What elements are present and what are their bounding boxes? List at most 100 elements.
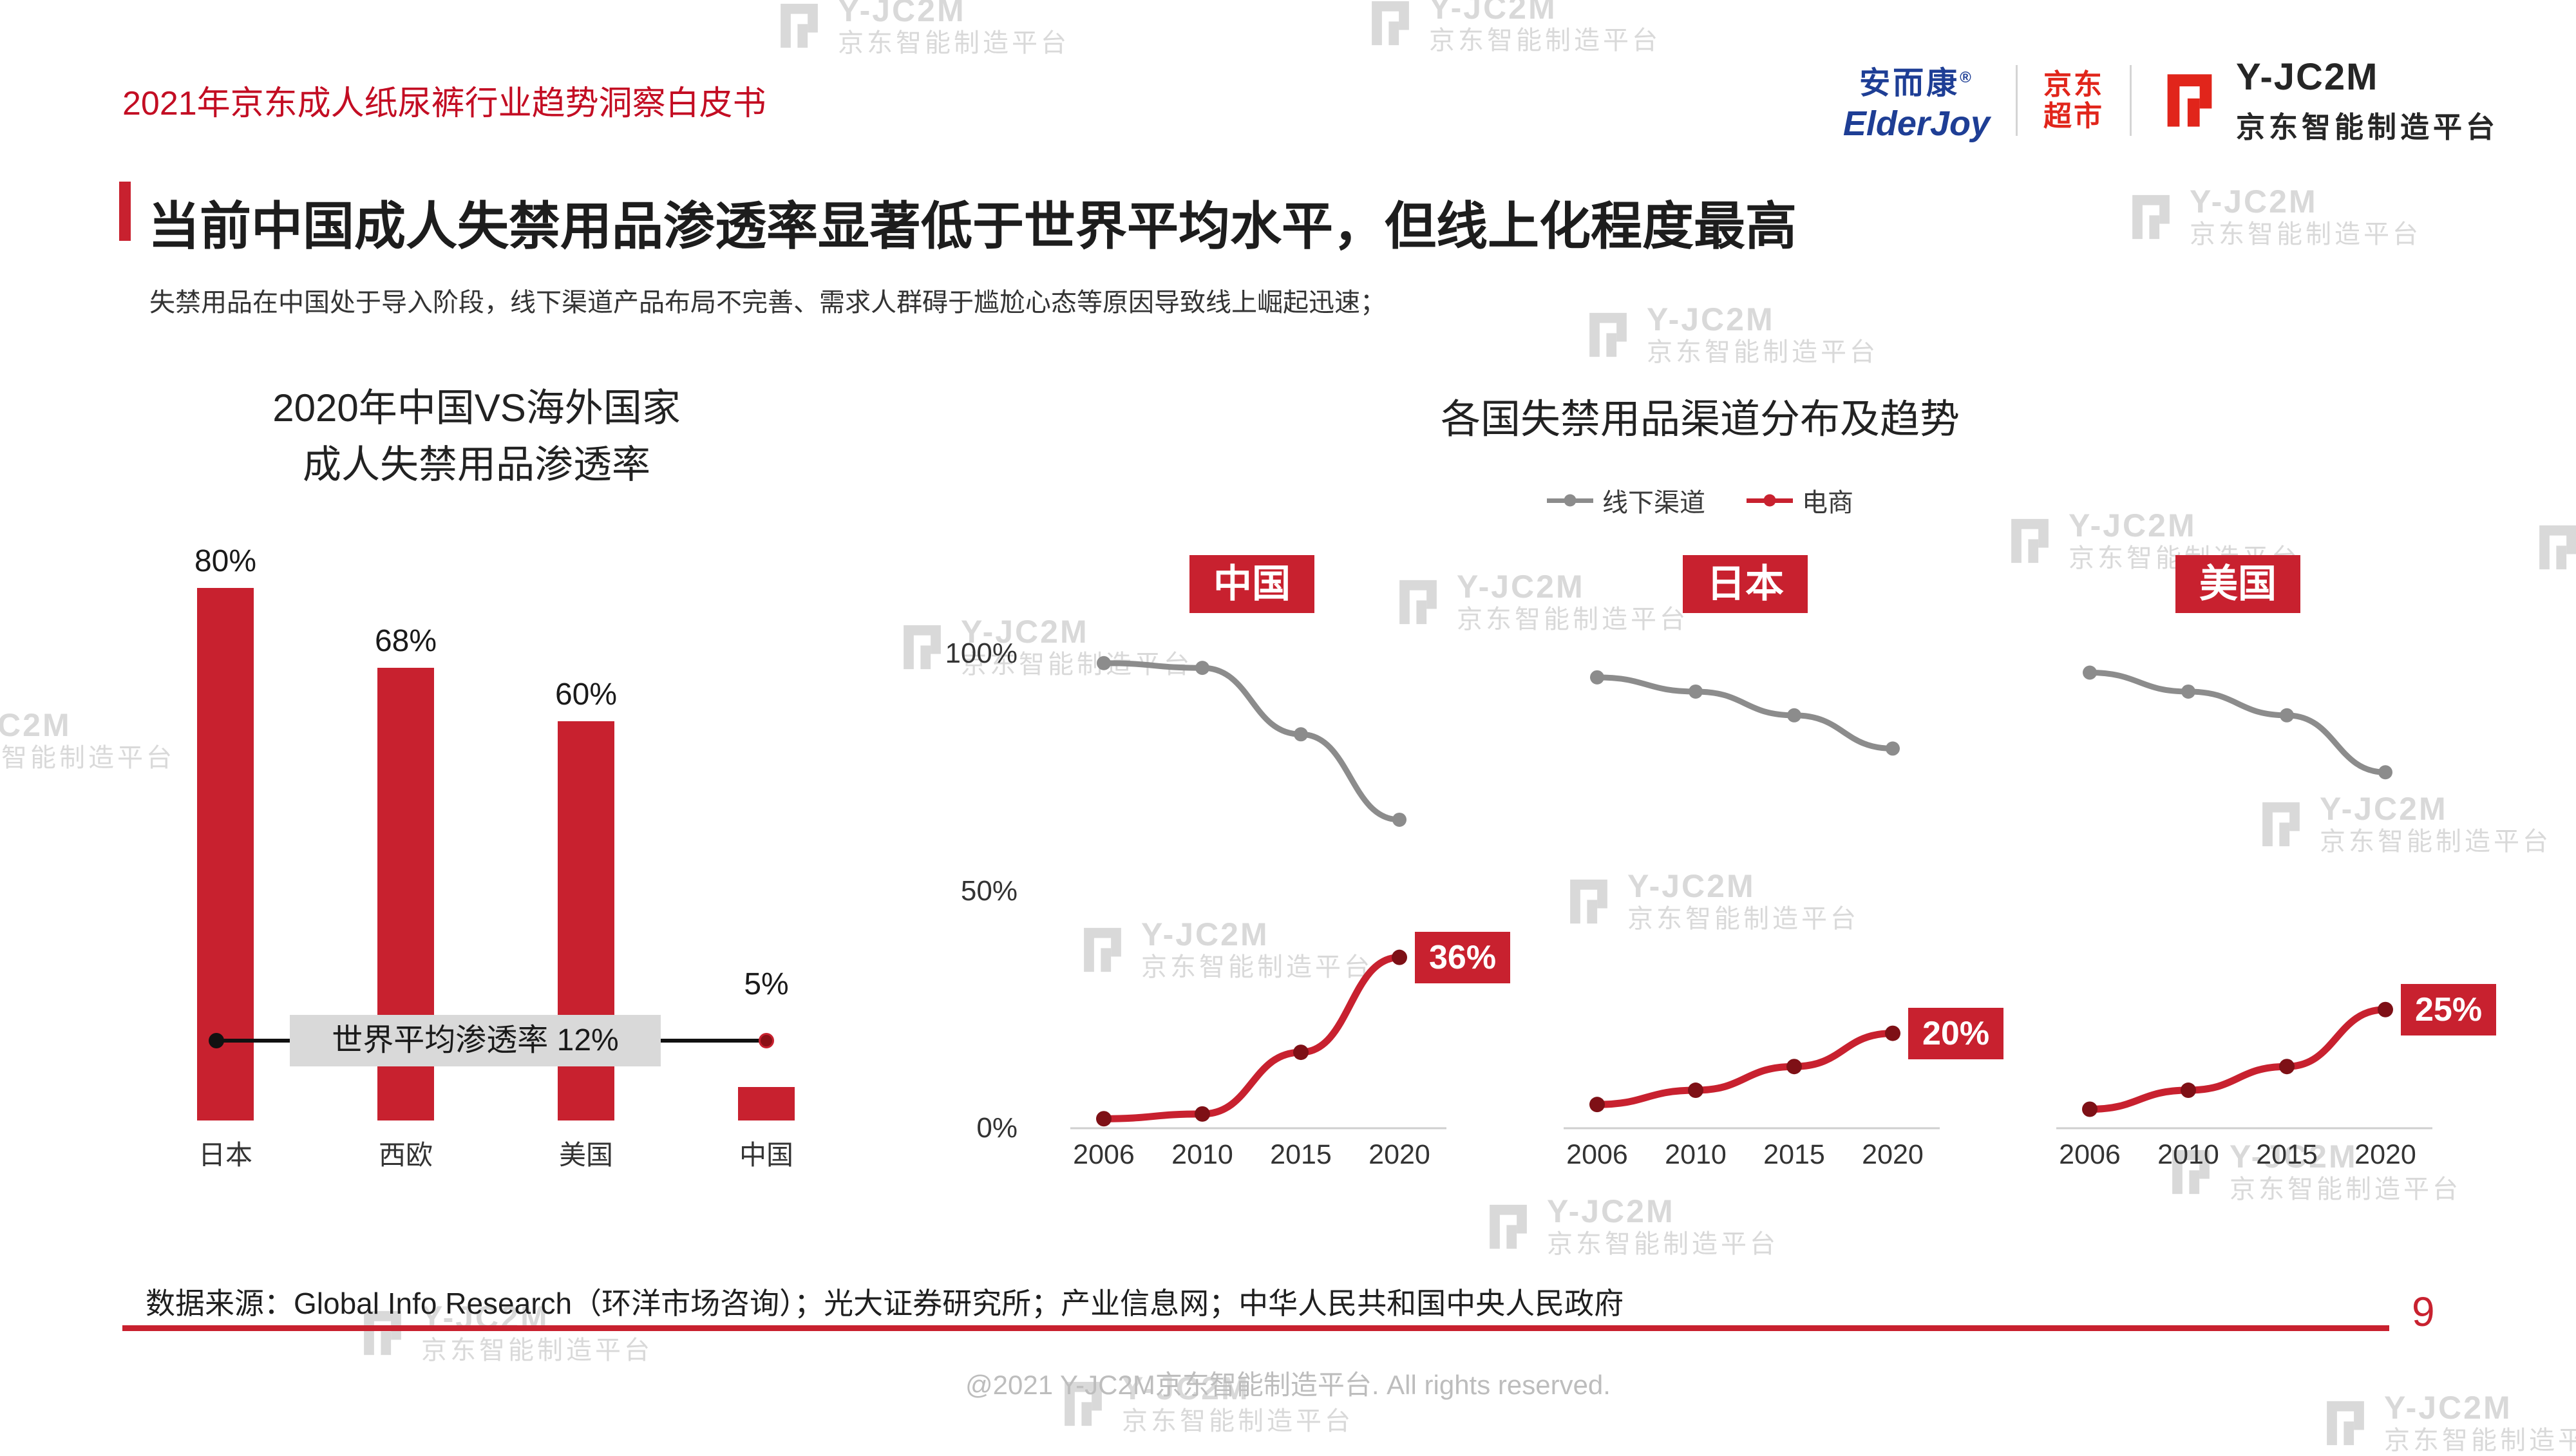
watermark-brand: Y-JC2M <box>1647 301 1775 337</box>
title-accent-bar <box>119 182 131 241</box>
x-axis-tick: 2020 <box>1368 1139 1430 1170</box>
elderjoy-cn-label: 安而康® <box>1859 66 1974 100</box>
data-point <box>1689 684 1703 699</box>
line-chart: 2006 2010 2015 2020 <box>1070 656 1446 1170</box>
bar-value-label: 5% <box>744 967 789 1001</box>
watermark-sub: 京东智能制造平台 <box>2320 827 2552 856</box>
yjc2m-logo-icon <box>904 625 941 670</box>
watermark-brand: Y-JC2M <box>2230 1139 2358 1175</box>
elderjoy-en-label: ElderJoy <box>1842 104 1990 143</box>
watermark-sub: 京东智能制造平台 <box>2384 1426 2576 1455</box>
bar <box>558 721 614 1120</box>
country-label: 中国 <box>1189 555 1314 613</box>
yjc2m-logo-icon <box>1399 580 1437 625</box>
watermark-sub: 京东智能制造平台 <box>838 28 1070 57</box>
footer-rule <box>122 1325 2389 1331</box>
data-point <box>1096 1111 1112 1127</box>
legend-label: 线下渠道 <box>1602 489 1705 517</box>
penetration-bar-chart: 世界平均渗透率 12% 80% 日本 68% 西欧 60% 美国 5% 中国 <box>135 541 857 1185</box>
line-chart: 2006 2010 2015 2020 <box>2056 665 2432 1170</box>
x-axis-tick: 2015 <box>1270 1139 1332 1170</box>
yjc2m-logo-icon <box>2132 195 2170 240</box>
data-point <box>2181 684 2195 699</box>
watermark-brand: Y-JC2M <box>1457 569 1585 605</box>
x-axis-tick: 2006 <box>1566 1139 1628 1170</box>
bar-group-3: 60% 美国 <box>496 541 676 1170</box>
data-point <box>1885 1025 1900 1041</box>
x-axis-tick: 2015 <box>2256 1139 2318 1170</box>
ecommerce-line <box>2089 1006 2386 1113</box>
ecommerce-line <box>1103 954 1400 1122</box>
bar-chart-title-line1: 2020年中国VS海外国家 <box>272 386 681 430</box>
watermark-brand: Y-JC2M <box>1429 0 1557 26</box>
data-point <box>2082 1101 2098 1117</box>
watermark-brand: Y-JC2M <box>961 614 1089 650</box>
bar <box>738 1087 795 1120</box>
offline-channel-line <box>1596 674 1893 752</box>
legend-item: 电商 <box>1747 482 1853 519</box>
data-source-text: 数据来源：Global Info Research（环洋市场咨询）；光大证券研究… <box>146 1287 1624 1320</box>
country-label: 美国 <box>2175 555 2300 613</box>
watermark: Y-JC2M京东智能制造平台 <box>2531 515 2576 580</box>
watermark-sub: 京东智能制造平台 <box>1627 904 1859 933</box>
x-axis-tick: 2010 <box>1171 1139 1233 1170</box>
watermark-brand: Y-JC2M <box>2320 791 2448 827</box>
legend: 线下渠道 电商 <box>1547 482 1853 519</box>
legend-dot-icon <box>1564 494 1577 507</box>
data-point <box>1392 812 1406 827</box>
yjc2m-logo-icon <box>1065 1382 1102 1426</box>
watermark-sub: 京东智能制造平台 <box>2230 1175 2461 1204</box>
yjc2m-logo-icon <box>2167 74 2212 127</box>
x-axis-tick: 2010 <box>2157 1139 2219 1170</box>
legend-dot-icon <box>1763 494 1776 507</box>
bar-chart-plot: 世界平均渗透率 12% 80% 日本 68% 西欧 60% 美国 5% 中国 <box>135 541 857 1170</box>
offline-channel-line <box>1103 660 1400 823</box>
line-chart: 2006 2010 2015 2020 <box>1564 670 1940 1170</box>
watermark-brand: Y-JC2M <box>1627 868 1756 904</box>
data-point <box>2378 1001 2393 1017</box>
watermark-sub: 京东智能制造平台 <box>2190 220 2421 249</box>
data-point <box>2280 708 2294 723</box>
yjc2m-logo-icon <box>1570 880 1607 924</box>
bar <box>197 587 254 1120</box>
data-point <box>2378 765 2392 780</box>
country-label: 日本 <box>1683 555 1808 613</box>
data-point <box>1886 741 1900 756</box>
data-point <box>1688 1083 1703 1099</box>
data-point <box>1097 656 1111 670</box>
bar-category-label: 西欧 <box>378 1140 433 1170</box>
legend-label: 电商 <box>1802 489 1853 517</box>
yjc2m-logo-icon <box>1372 1 1409 46</box>
y-axis-tick: 100% <box>945 638 1018 669</box>
data-point <box>1294 727 1308 742</box>
data-point <box>1293 1045 1309 1061</box>
watermark-brand: Y-JC2M <box>1122 1370 1250 1406</box>
ecommerce-end-value: 20% <box>1908 1007 2004 1059</box>
data-point <box>2279 1059 2295 1075</box>
bar-group-2: 68% 西欧 <box>316 541 496 1170</box>
yjc2m-logo-icon <box>2172 1150 2210 1195</box>
copyright-text: @2021 Y-JC2M京东智能制造平台. All rights reserve… <box>965 1370 1611 1400</box>
watermark-sub: 京东智能制造平台 <box>421 1336 653 1365</box>
watermark-brand: Y-JC2M <box>2190 184 2318 220</box>
watermark: Y-JC2M京东智能制造平台 <box>2318 1391 2576 1456</box>
logo-row: 安而康® ElderJoy 京东 超市 Y-JC2M 京东智能制造平台 <box>1843 55 2499 146</box>
page-number: 9 <box>2412 1289 2435 1335</box>
yjc2m-logo-icon <box>2327 1401 2364 1446</box>
jd-supermarket-logo: 京东 超市 <box>2043 69 2104 133</box>
bar-category-label: 美国 <box>558 1140 614 1170</box>
watermark-brand: Y-JC2M <box>0 707 71 743</box>
doc-title: 2021年京东成人纸尿裤行业趋势洞察白皮书 <box>122 85 766 122</box>
logo-divider <box>2129 65 2132 136</box>
channel-trend-charts: 中国 2006 2010 2015 2020 36% 日本 2006 2010 2015 2020 2… <box>1052 555 2533 1218</box>
x-axis-tick: 2020 <box>2354 1139 2416 1170</box>
